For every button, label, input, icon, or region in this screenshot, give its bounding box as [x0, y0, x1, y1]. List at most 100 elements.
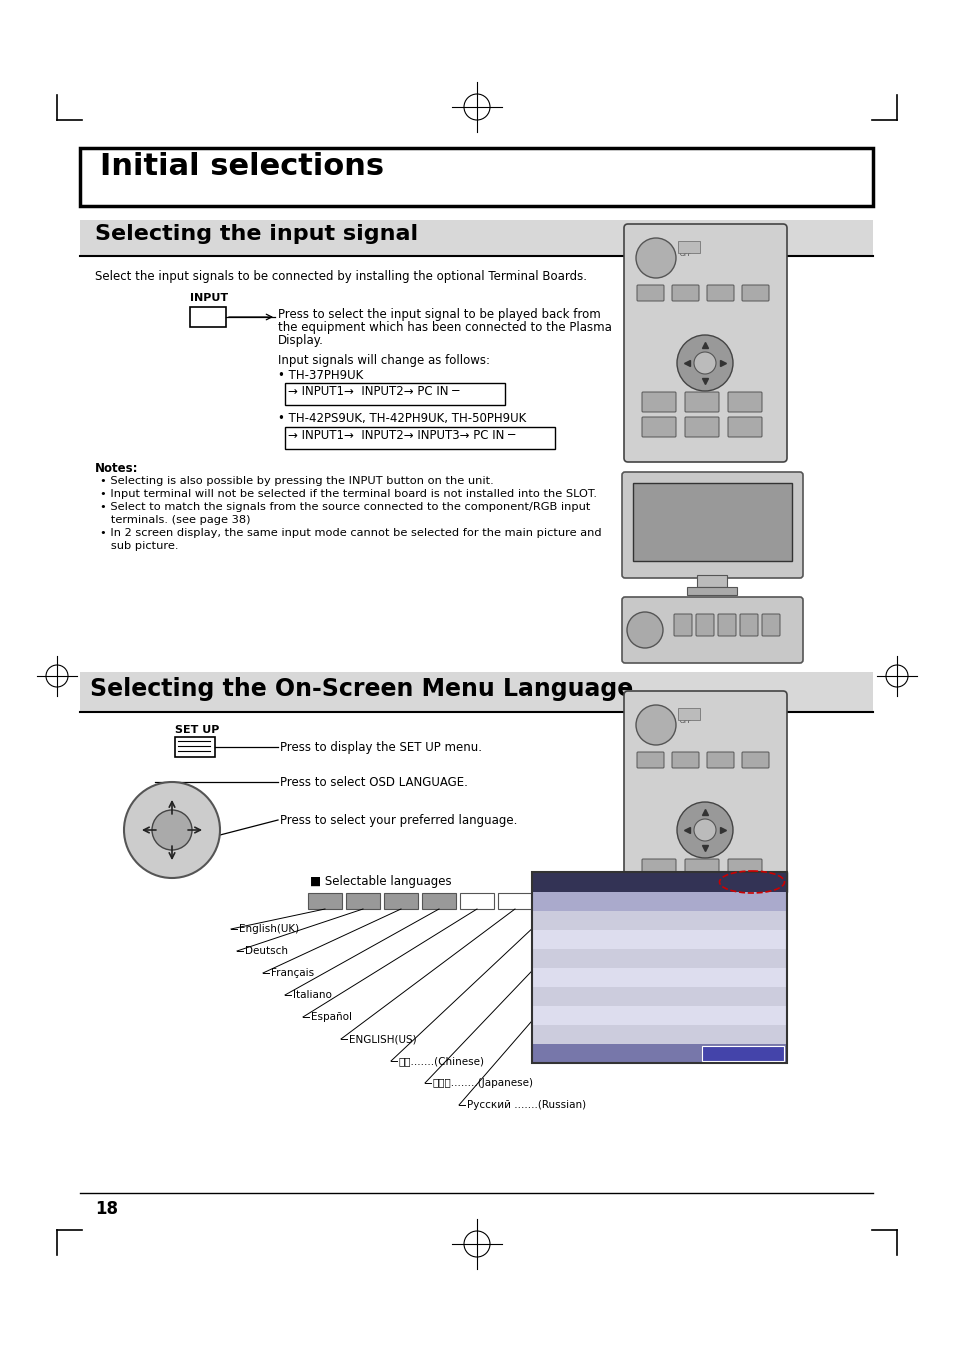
Text: COMPONENT/RGB-IN SELECT: COMPONENT/RGB-IN SELECT	[537, 915, 681, 923]
FancyBboxPatch shape	[384, 893, 417, 909]
Text: 2: 2	[699, 862, 704, 871]
Text: Press to display the SET UP menu.: Press to display the SET UP menu.	[280, 740, 481, 754]
FancyBboxPatch shape	[633, 484, 791, 561]
FancyBboxPatch shape	[727, 417, 761, 436]
FancyBboxPatch shape	[574, 893, 607, 909]
Text: → INPUT1→  INPUT2→ PC IN ─: → INPUT1→ INPUT2→ PC IN ─	[288, 385, 459, 399]
FancyBboxPatch shape	[741, 753, 768, 767]
Text: OSD LANGUAGE: OSD LANGUAGE	[537, 1047, 609, 1056]
Text: Select the input signals to be connected by installing the optional Terminal Boa: Select the input signals to be connected…	[95, 270, 586, 282]
FancyBboxPatch shape	[649, 893, 683, 909]
FancyBboxPatch shape	[346, 893, 379, 909]
FancyBboxPatch shape	[673, 613, 691, 636]
Text: OFF: OFF	[679, 719, 692, 724]
Text: INPUT: INPUT	[190, 293, 228, 303]
Text: 2: 2	[699, 394, 704, 405]
FancyBboxPatch shape	[671, 285, 699, 301]
Text: Input signals will change as follows:: Input signals will change as follows:	[277, 354, 490, 367]
Circle shape	[636, 238, 676, 278]
FancyBboxPatch shape	[741, 285, 768, 301]
FancyBboxPatch shape	[684, 884, 719, 904]
Text: SIGNAL: SIGNAL	[537, 894, 574, 904]
FancyBboxPatch shape	[678, 240, 700, 253]
Text: 日本語........(Japanese): 日本語........(Japanese)	[433, 1078, 534, 1088]
FancyBboxPatch shape	[80, 671, 872, 712]
FancyBboxPatch shape	[532, 929, 786, 948]
FancyBboxPatch shape	[532, 1006, 786, 1025]
Text: 3: 3	[741, 862, 747, 871]
FancyBboxPatch shape	[532, 1044, 786, 1063]
Text: PC: PC	[770, 952, 781, 961]
Text: Español: Español	[311, 1012, 352, 1021]
Text: Press to select your preferred language.: Press to select your preferred language.	[280, 815, 517, 827]
Text: Русский .......(Russian): Русский .......(Russian)	[467, 1100, 585, 1111]
Text: → INPUT1→  INPUT2→ INPUT3→ PC IN ─: → INPUT1→ INPUT2→ INPUT3→ PC IN ─	[288, 430, 515, 442]
Text: 1: 1	[656, 862, 661, 871]
FancyBboxPatch shape	[678, 708, 700, 720]
Text: Notes:: Notes:	[95, 462, 138, 476]
FancyBboxPatch shape	[727, 392, 761, 412]
FancyBboxPatch shape	[641, 884, 676, 904]
FancyBboxPatch shape	[80, 220, 872, 255]
Text: OFF: OFF	[764, 1028, 781, 1038]
Text: Selecting the On-Screen Menu Language: Selecting the On-Screen Menu Language	[90, 677, 633, 701]
Text: ENGLISH(US): ENGLISH(US)	[349, 1034, 416, 1044]
FancyBboxPatch shape	[532, 871, 786, 892]
Text: 5: 5	[699, 420, 704, 430]
Text: OFF: OFF	[764, 990, 781, 998]
Circle shape	[693, 353, 716, 374]
Circle shape	[124, 782, 220, 878]
Text: 1/2: 1/2	[763, 874, 781, 884]
Text: the equipment which has been connected to the Plasma: the equipment which has been connected t…	[277, 322, 611, 334]
FancyBboxPatch shape	[497, 893, 532, 909]
FancyBboxPatch shape	[641, 392, 676, 412]
Circle shape	[693, 819, 716, 842]
FancyBboxPatch shape	[532, 948, 786, 969]
FancyBboxPatch shape	[686, 586, 737, 594]
Text: POWER SAVE: POWER SAVE	[537, 971, 596, 979]
Circle shape	[626, 612, 662, 648]
Text: Italiano: Italiano	[293, 990, 332, 1000]
FancyBboxPatch shape	[740, 613, 758, 636]
FancyBboxPatch shape	[637, 285, 663, 301]
Text: RGB: RGB	[761, 934, 781, 942]
FancyBboxPatch shape	[684, 392, 719, 412]
FancyBboxPatch shape	[532, 988, 786, 1006]
Text: Français: Français	[271, 969, 314, 978]
FancyBboxPatch shape	[697, 576, 726, 586]
Text: English(UK): English(UK)	[239, 924, 299, 934]
FancyBboxPatch shape	[727, 859, 761, 880]
FancyBboxPatch shape	[623, 690, 786, 929]
Text: • Selecting is also possible by pressing the INPUT button on the unit.: • Selecting is also possible by pressing…	[100, 476, 494, 486]
FancyBboxPatch shape	[174, 738, 214, 757]
Text: STANDBY SAVE: STANDBY SAVE	[537, 990, 603, 998]
FancyBboxPatch shape	[621, 471, 802, 578]
FancyBboxPatch shape	[459, 893, 494, 909]
Text: OFF: OFF	[764, 971, 781, 979]
FancyBboxPatch shape	[671, 753, 699, 767]
Circle shape	[677, 802, 732, 858]
Text: 4: 4	[656, 420, 661, 430]
Text: Selecting the input signal: Selecting the input signal	[95, 224, 417, 245]
Text: OFF: OFF	[764, 1009, 781, 1019]
FancyBboxPatch shape	[706, 285, 733, 301]
Text: ≡ SET UP: ≡ SET UP	[537, 874, 592, 884]
FancyBboxPatch shape	[621, 597, 802, 663]
FancyBboxPatch shape	[612, 893, 645, 909]
FancyBboxPatch shape	[701, 1046, 783, 1061]
FancyBboxPatch shape	[727, 884, 761, 904]
Text: Press to select OSD LANGUAGE.: Press to select OSD LANGUAGE.	[280, 775, 467, 789]
Text: INPUT LABEL: INPUT LABEL	[537, 952, 594, 961]
Text: Display.: Display.	[277, 334, 323, 347]
FancyBboxPatch shape	[285, 427, 555, 449]
FancyBboxPatch shape	[706, 753, 733, 767]
Text: 18: 18	[95, 1200, 118, 1219]
FancyBboxPatch shape	[536, 893, 569, 909]
FancyBboxPatch shape	[623, 224, 786, 462]
Text: • In 2 screen display, the same input mode cannot be selected for the main pictu: • In 2 screen display, the same input mo…	[100, 528, 601, 538]
FancyBboxPatch shape	[696, 613, 713, 636]
Text: Deutsch: Deutsch	[245, 946, 288, 957]
FancyBboxPatch shape	[684, 859, 719, 880]
Text: 4: 4	[656, 888, 661, 897]
Text: SET UP: SET UP	[174, 725, 219, 735]
